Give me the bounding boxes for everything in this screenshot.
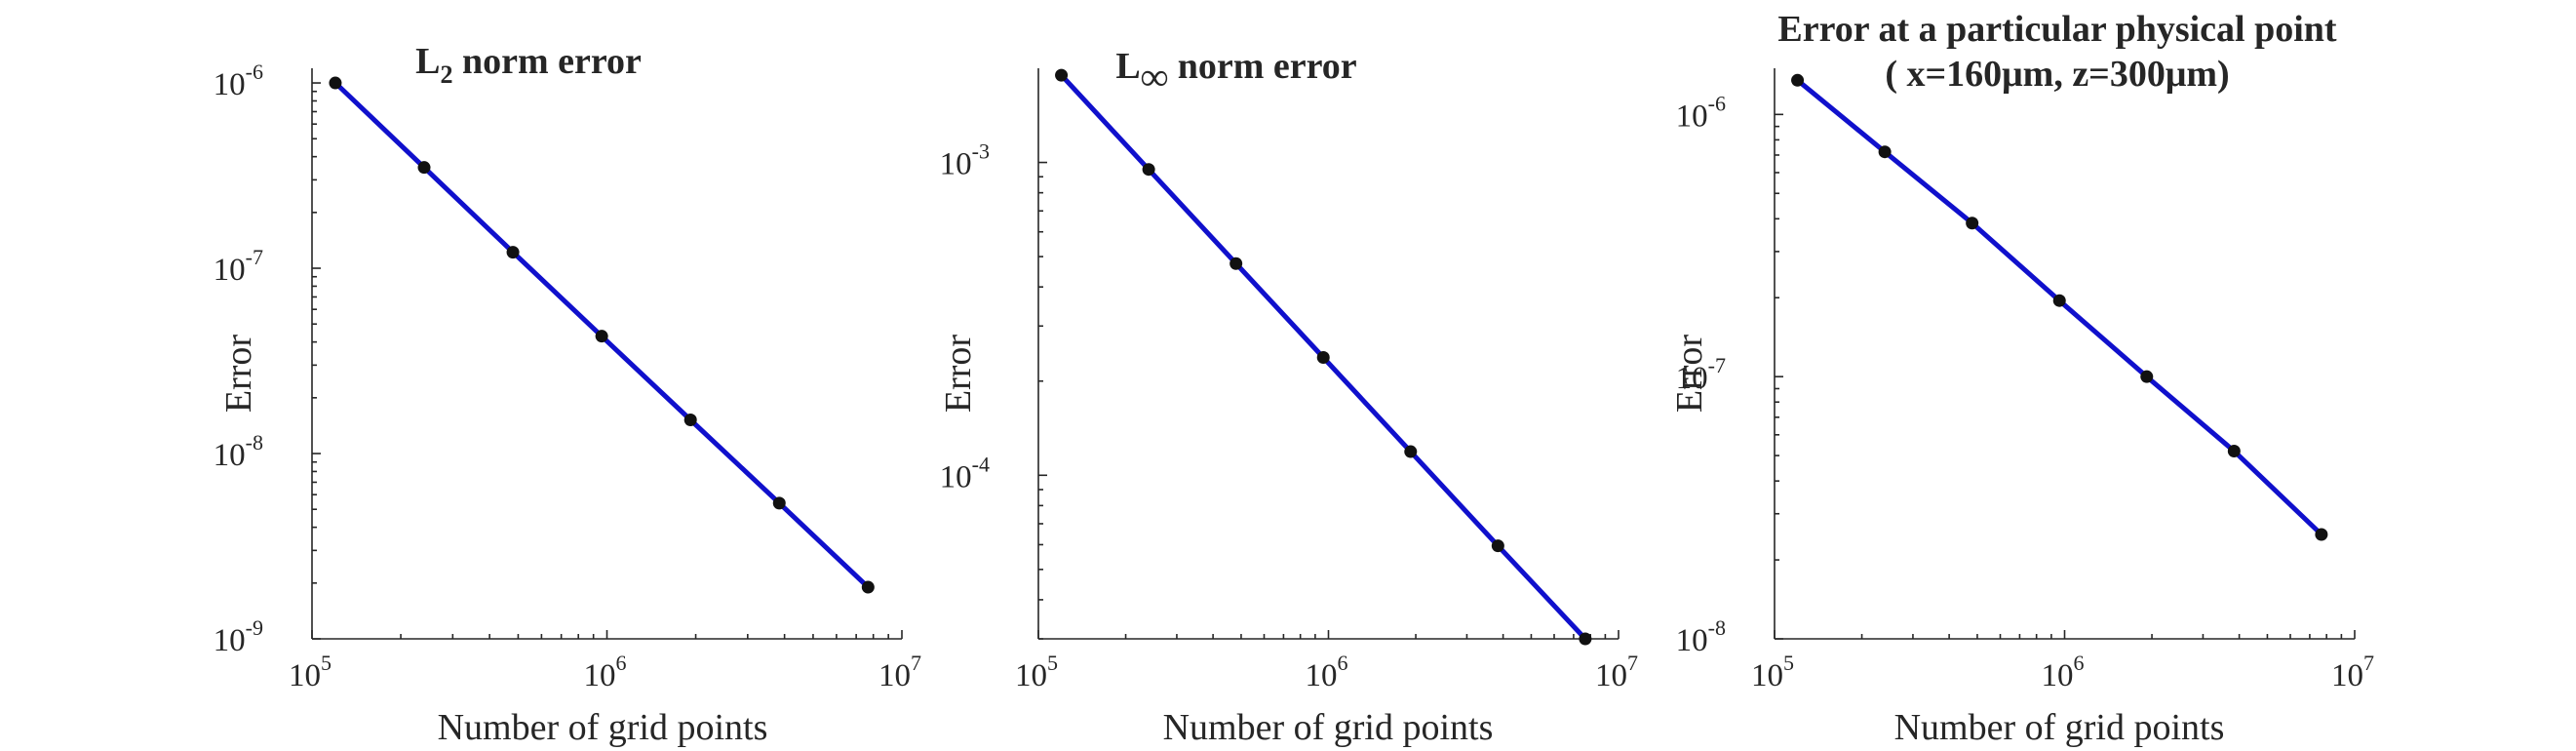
x-axis-label: Number of grid points <box>438 707 768 748</box>
x-tick-label: 106 <box>2042 651 2085 693</box>
x-tick-label: 106 <box>584 651 627 693</box>
y-tick-label: 10-3 <box>940 139 990 182</box>
data-point <box>1966 217 1979 230</box>
y-axis-label: Error <box>1669 335 1710 414</box>
data-point <box>595 330 608 343</box>
x-tick-label: 105 <box>1751 651 1794 693</box>
y-tick-label: 10-4 <box>940 452 990 494</box>
data-point <box>1491 539 1504 553</box>
x-tick-label: 105 <box>1015 651 1058 693</box>
data-point <box>1579 632 1592 646</box>
y-tick-label: 10-6 <box>1676 91 1726 134</box>
chart-title: Error at a particular physical point <box>1777 9 2337 50</box>
chart-title: L2 norm error <box>415 41 642 89</box>
data-point <box>683 413 697 426</box>
data-point <box>417 161 431 175</box>
data-point <box>861 580 875 594</box>
x-tick-label: 107 <box>878 651 921 693</box>
data-point <box>1404 445 1418 458</box>
y-tick-label: 10-7 <box>1676 353 1726 396</box>
data-point <box>1229 257 1243 270</box>
x-axis-label: Number of grid points <box>1894 707 2225 748</box>
y-tick-label: 10-9 <box>214 615 263 658</box>
data-point <box>2227 445 2241 458</box>
panel-linf-norm-error: L∞ norm error Error Number of grid point… <box>938 46 1638 748</box>
x-axis-label: Number of grid points <box>1163 707 1494 748</box>
x-tick-label: 105 <box>289 651 332 693</box>
y-tick-label: 10-8 <box>1676 615 1726 658</box>
x-tick-label: 107 <box>2331 651 2374 693</box>
data-point <box>329 76 342 90</box>
data-point <box>1055 68 1069 82</box>
data-point <box>1316 351 1330 365</box>
data-point <box>2140 370 2154 383</box>
y-axis-label: Error <box>938 335 979 414</box>
y-tick-label: 10-8 <box>214 430 263 473</box>
chart-title: L∞ norm error <box>1115 46 1356 99</box>
data-point <box>1142 163 1155 177</box>
data-point <box>1878 145 1892 159</box>
panel-point-error: Error at a particular physical point ( x… <box>1669 9 2374 748</box>
data-point <box>772 496 786 510</box>
chart-subtitle: ( x=160μm, z=300μm) <box>1885 54 2229 95</box>
x-tick-label: 107 <box>1595 651 1638 693</box>
data-point <box>506 246 520 259</box>
panel-l2-norm-error: L2 norm error Error Number of grid point… <box>214 41 921 748</box>
y-axis-label: Error <box>218 335 259 414</box>
x-tick-label: 106 <box>1306 651 1348 693</box>
data-point <box>2052 294 2066 307</box>
data-point <box>1791 73 1805 87</box>
series-line <box>1796 78 2323 536</box>
data-point <box>2315 528 2328 541</box>
y-tick-label: 10-7 <box>214 245 263 288</box>
y-tick-label: 10-6 <box>214 59 263 102</box>
